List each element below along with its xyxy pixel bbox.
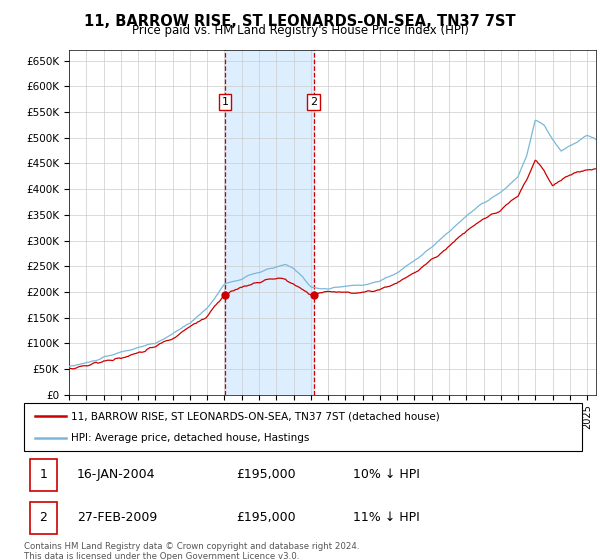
Text: 2: 2 xyxy=(310,97,317,107)
Text: 11% ↓ HPI: 11% ↓ HPI xyxy=(353,511,420,524)
Text: Price paid vs. HM Land Registry's House Price Index (HPI): Price paid vs. HM Land Registry's House … xyxy=(131,24,469,37)
Text: 1: 1 xyxy=(221,97,229,107)
Bar xyxy=(225,50,314,395)
Text: 27-FEB-2009: 27-FEB-2009 xyxy=(77,511,157,524)
Bar xyxy=(29,502,58,534)
Bar xyxy=(29,459,58,491)
Text: 11, BARROW RISE, ST LEONARDS-ON-SEA, TN37 7ST (detached house): 11, BARROW RISE, ST LEONARDS-ON-SEA, TN3… xyxy=(71,411,440,421)
Text: 11, BARROW RISE, ST LEONARDS-ON-SEA, TN37 7ST: 11, BARROW RISE, ST LEONARDS-ON-SEA, TN3… xyxy=(84,14,516,29)
Text: £195,000: £195,000 xyxy=(236,511,296,524)
Text: Contains HM Land Registry data © Crown copyright and database right 2024.
This d: Contains HM Land Registry data © Crown c… xyxy=(24,542,359,560)
Text: HPI: Average price, detached house, Hastings: HPI: Average price, detached house, Hast… xyxy=(71,433,310,443)
Text: 10% ↓ HPI: 10% ↓ HPI xyxy=(353,468,420,482)
Text: £195,000: £195,000 xyxy=(236,468,296,482)
Text: 16-JAN-2004: 16-JAN-2004 xyxy=(77,468,155,482)
Text: 1: 1 xyxy=(40,468,47,482)
Text: 2: 2 xyxy=(40,511,47,524)
